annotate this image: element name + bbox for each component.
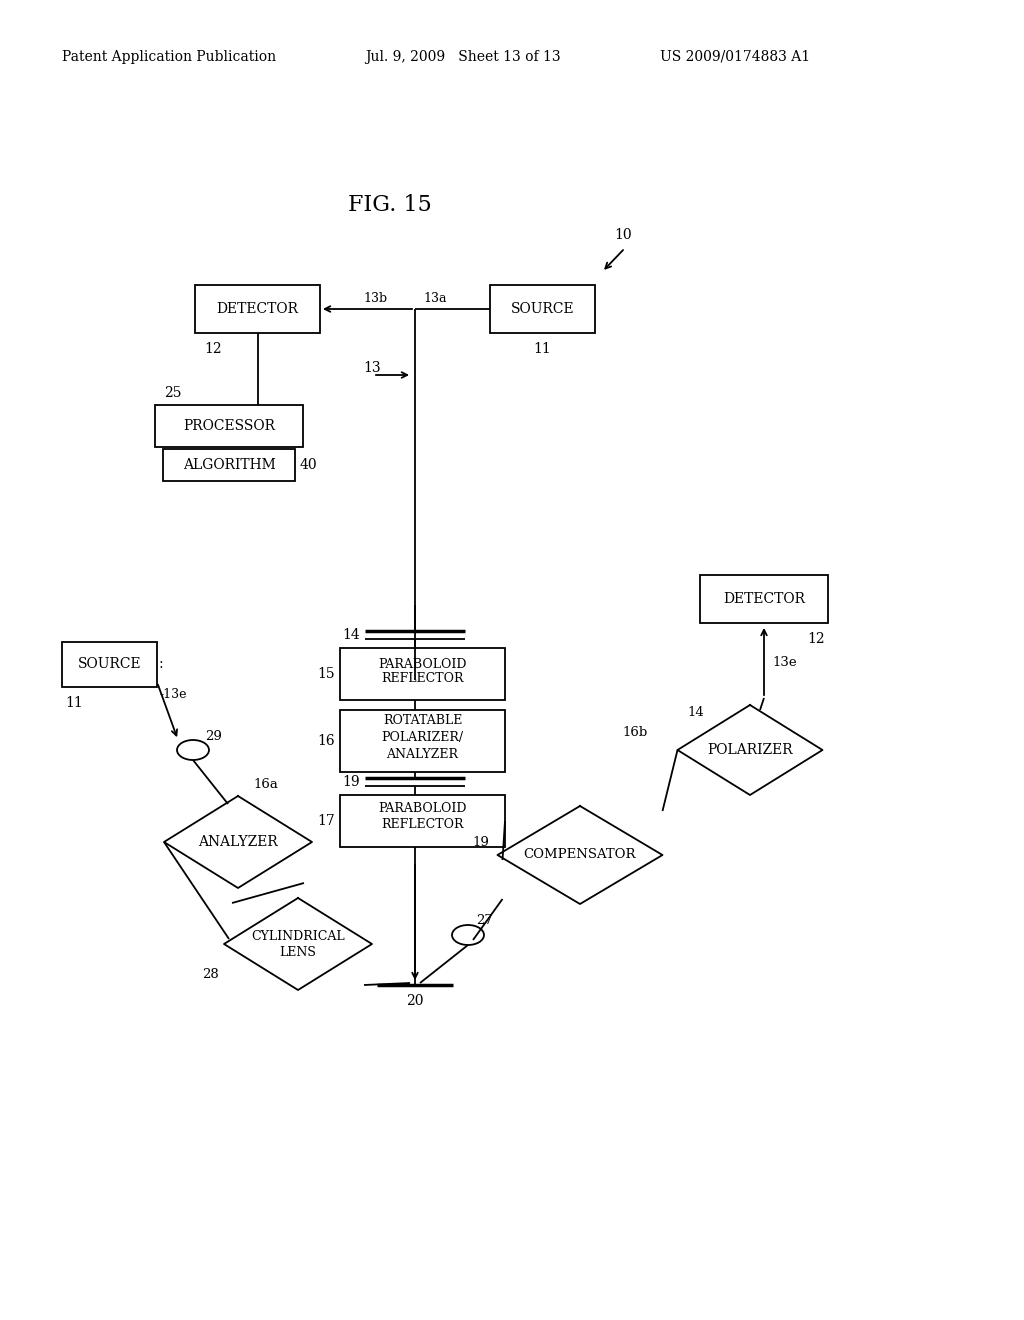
Bar	[155, 405, 303, 447]
Text: 29: 29	[205, 730, 222, 742]
Bar	[490, 285, 595, 333]
Text: DETECTOR: DETECTOR	[723, 591, 805, 606]
Bar	[195, 285, 319, 333]
Text: 10: 10	[614, 228, 632, 242]
Text: POLARIZER/: POLARIZER/	[381, 730, 464, 743]
Bar	[340, 795, 505, 847]
Text: :: :	[159, 657, 164, 672]
Polygon shape	[224, 898, 372, 990]
Text: 16b: 16b	[623, 726, 647, 738]
Bar	[62, 642, 157, 686]
Text: 12: 12	[807, 632, 824, 645]
Text: SOURCE: SOURCE	[511, 302, 574, 315]
Bar	[340, 710, 505, 772]
Text: 16a: 16a	[253, 777, 278, 791]
Text: 17: 17	[317, 814, 335, 828]
Polygon shape	[678, 705, 822, 795]
Text: ROTATABLE: ROTATABLE	[383, 714, 462, 726]
Text: COMPENSATOR: COMPENSATOR	[523, 849, 636, 862]
Text: 14: 14	[342, 628, 360, 642]
Text: 13e: 13e	[772, 656, 797, 669]
Text: PARABOLOID: PARABOLOID	[378, 803, 467, 816]
Bar	[340, 648, 505, 700]
Text: LENS: LENS	[280, 945, 316, 958]
Text: 16: 16	[317, 734, 335, 748]
Text: Jul. 9, 2009   Sheet 13 of 13: Jul. 9, 2009 Sheet 13 of 13	[365, 50, 560, 63]
Ellipse shape	[452, 925, 484, 945]
Text: -13e: -13e	[159, 689, 186, 701]
Text: 27: 27	[476, 915, 493, 928]
Bar	[163, 449, 295, 480]
Text: Patent Application Publication: Patent Application Publication	[62, 50, 276, 63]
Text: 20: 20	[407, 994, 424, 1008]
Ellipse shape	[177, 741, 209, 760]
Text: 11: 11	[534, 342, 551, 356]
Text: CYLINDRICAL: CYLINDRICAL	[251, 929, 345, 942]
Polygon shape	[498, 807, 663, 904]
Text: 13b: 13b	[362, 293, 387, 305]
Text: 25: 25	[164, 385, 181, 400]
Text: 13a: 13a	[423, 293, 446, 305]
Text: 19: 19	[473, 837, 489, 850]
Text: US 2009/0174883 A1: US 2009/0174883 A1	[660, 50, 810, 63]
Bar	[700, 576, 828, 623]
Text: POLARIZER: POLARIZER	[708, 743, 793, 756]
Polygon shape	[164, 796, 312, 888]
Text: ANALYZER: ANALYZER	[386, 747, 459, 760]
Text: PROCESSOR: PROCESSOR	[183, 418, 275, 433]
Text: REFLECTOR: REFLECTOR	[381, 672, 464, 685]
Text: 19: 19	[342, 775, 360, 789]
Text: ALGORITHM: ALGORITHM	[182, 458, 275, 473]
Text: 14: 14	[687, 705, 705, 718]
Text: 15: 15	[317, 667, 335, 681]
Text: SOURCE: SOURCE	[78, 657, 141, 672]
Text: 40: 40	[300, 458, 317, 473]
Text: PARABOLOID: PARABOLOID	[378, 657, 467, 671]
Text: 12: 12	[204, 342, 222, 356]
Text: ANALYZER: ANALYZER	[198, 836, 278, 849]
Text: DETECTOR: DETECTOR	[216, 302, 299, 315]
Text: 28: 28	[203, 968, 219, 981]
Text: 11: 11	[66, 696, 83, 710]
Text: REFLECTOR: REFLECTOR	[381, 818, 464, 832]
Text: FIG. 15: FIG. 15	[348, 194, 432, 216]
Text: 13: 13	[362, 360, 381, 375]
